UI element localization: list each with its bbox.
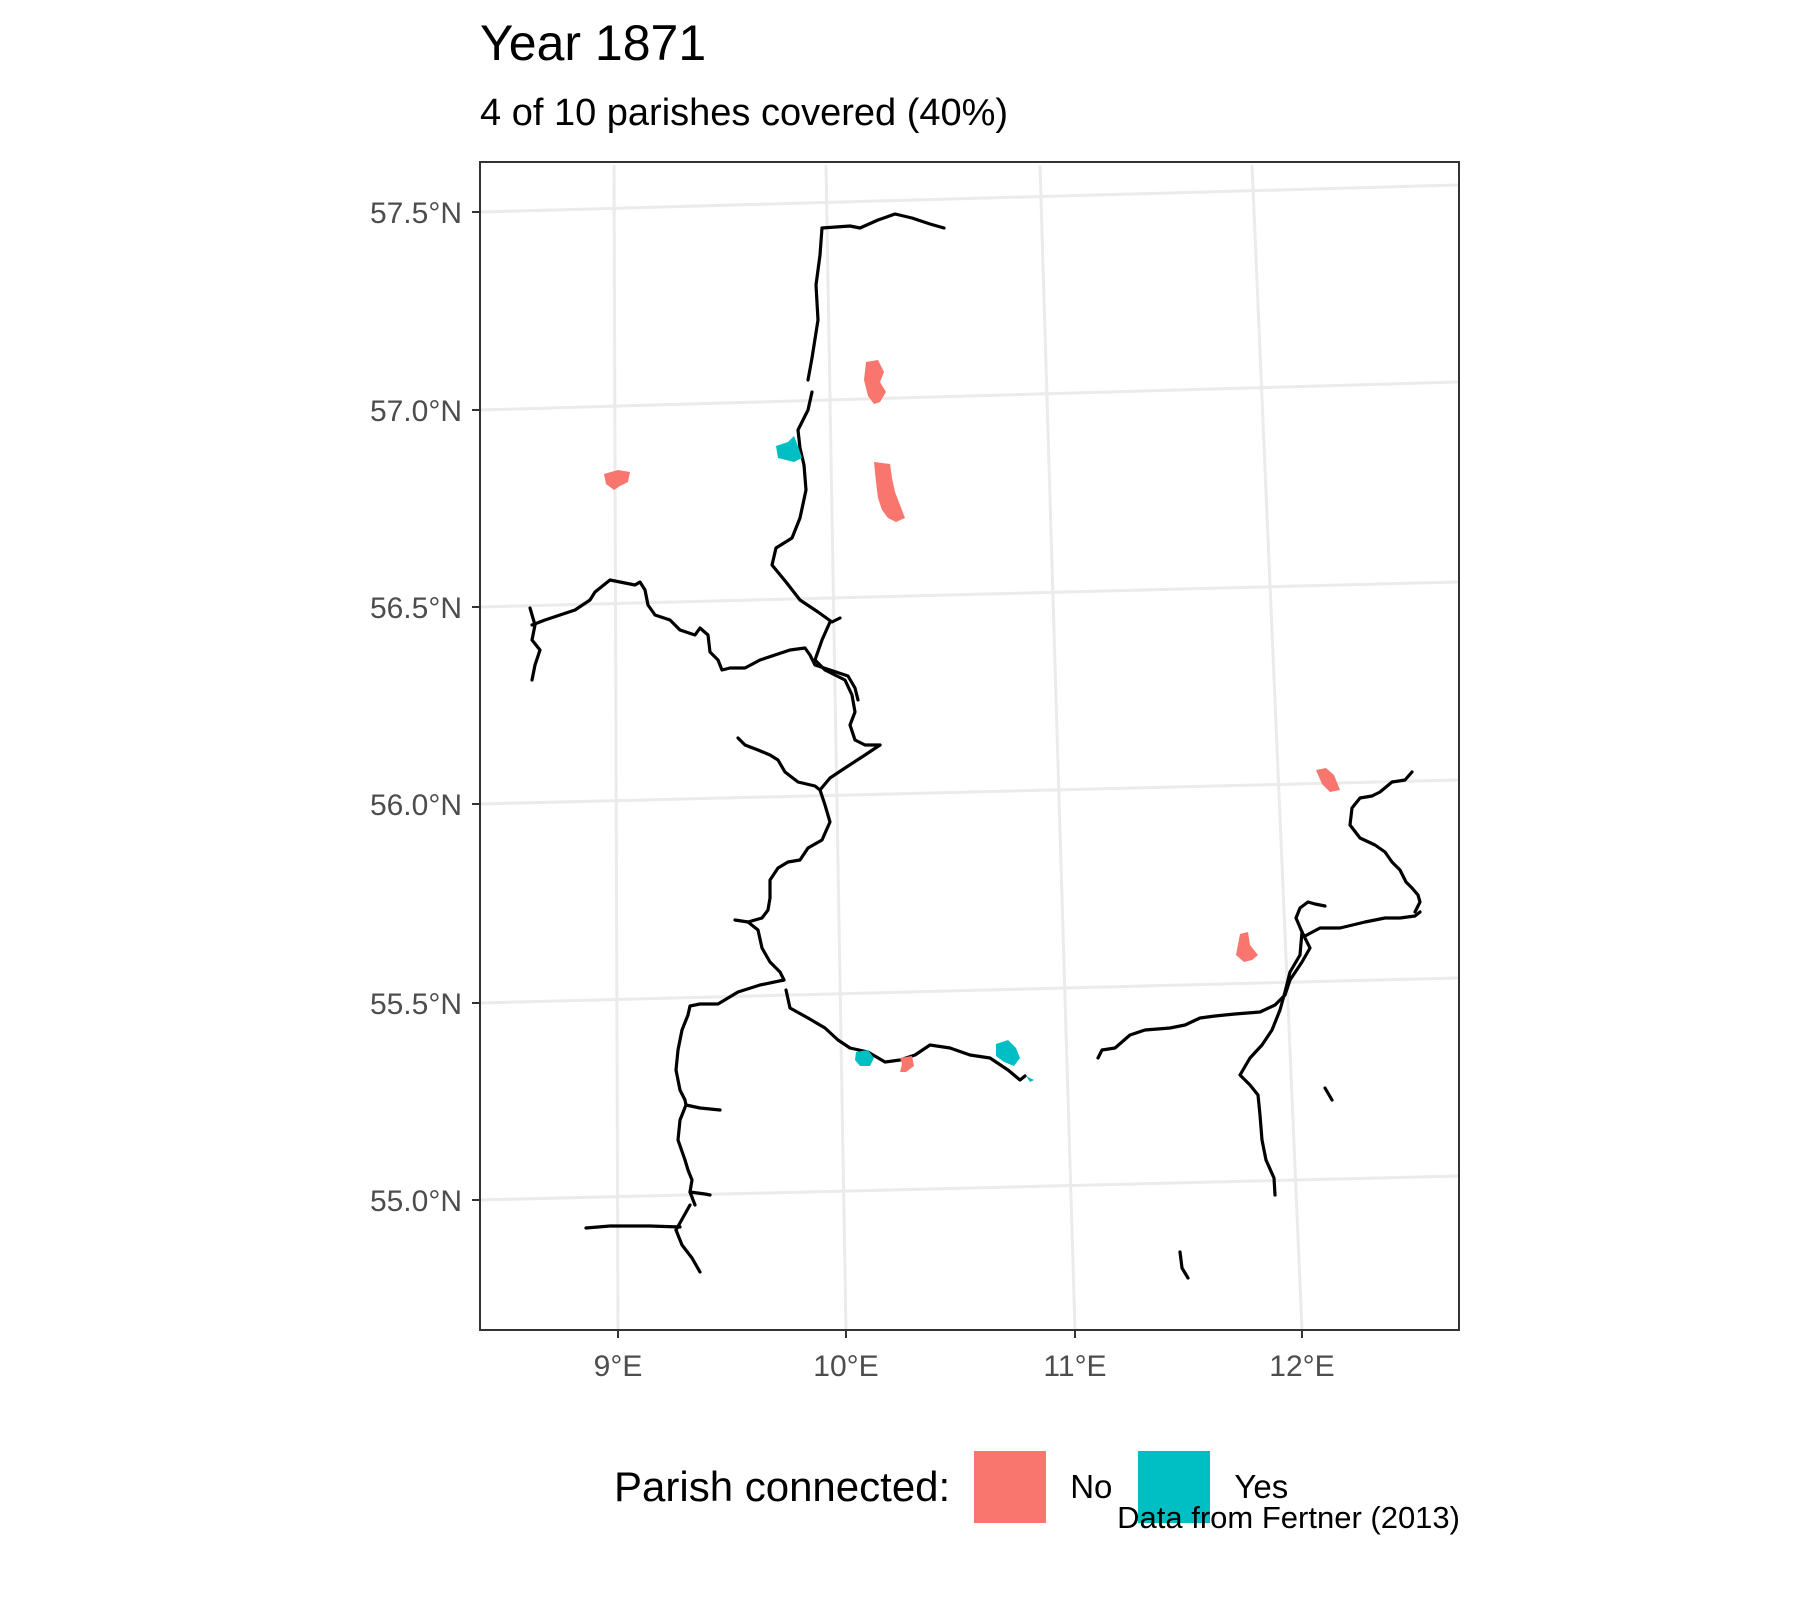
- railway-line: [1323, 1086, 1334, 1102]
- gridline-lon-10: [824, 164, 848, 1331]
- railway-line: [674, 1228, 702, 1274]
- parish-not-connected: [874, 462, 905, 522]
- gridline-lat-57-0: [479, 380, 1459, 412]
- map-title: Year 1871: [480, 15, 707, 71]
- railway-line: [736, 736, 882, 792]
- legend-label-no: No: [1070, 1468, 1113, 1505]
- railway-line: [688, 1190, 712, 1197]
- parish-not-connected: [1236, 932, 1258, 962]
- legend-key-no: [974, 1451, 1047, 1523]
- parish-connected: [996, 1040, 1020, 1066]
- lat-axis: 57.5°N 57.0°N 56.5°N 56.0°N 55.5°N 55.0°…: [370, 197, 480, 1218]
- railway-line: [1238, 930, 1304, 1197]
- parish-not-connected: [1316, 768, 1340, 792]
- map-subtitle: 4 of 10 parishes covered (40%): [480, 92, 1009, 134]
- railway-line: [1303, 910, 1422, 938]
- legend-title: Parish connected:: [614, 1463, 951, 1510]
- lon-label: 12°E: [1269, 1350, 1334, 1383]
- parish-connected: [776, 436, 802, 462]
- railway-line: [806, 212, 946, 382]
- gridline-lon-11: [1038, 164, 1077, 1331]
- gridline-lat-56-0: [479, 778, 1459, 806]
- lat-label: 55.0°N: [370, 1185, 462, 1218]
- railway-line: [674, 1203, 692, 1232]
- railway-line: [770, 390, 842, 624]
- parish-not-connected: [864, 360, 886, 404]
- lat-label: 57.0°N: [370, 395, 462, 428]
- lon-label: 10°E: [813, 1350, 878, 1383]
- gridline-lon-9: [612, 164, 620, 1331]
- railway-line: [584, 1224, 682, 1230]
- railway-line: [784, 988, 1027, 1082]
- legend-key-yes: [1138, 1451, 1211, 1523]
- lon-label: 11°E: [1043, 1350, 1106, 1383]
- railway-line: [1096, 900, 1327, 1060]
- parish-connected: [855, 1050, 874, 1066]
- caption: Data from Fertner (2013): [1117, 1500, 1460, 1535]
- gridline-lat-56-5: [479, 580, 1459, 609]
- gridline-lon-12: [1250, 164, 1304, 1331]
- railway-line: [530, 578, 860, 702]
- lat-label: 57.5°N: [370, 197, 462, 230]
- lat-label: 56.5°N: [370, 592, 462, 625]
- railway-line: [674, 978, 786, 1207]
- panel-border: [479, 161, 1460, 1331]
- railway-line: [684, 1103, 722, 1112]
- legend-label-yes: Yes: [1234, 1468, 1289, 1505]
- lat-label: 55.5°N: [370, 988, 462, 1021]
- railway-line: [746, 920, 786, 982]
- lon-axis: 9°E 10°E 11°E 12°E: [594, 1330, 1335, 1383]
- railway-line: [1178, 1250, 1190, 1280]
- gridline-lat-55-5: [479, 976, 1459, 1005]
- parish-not-connected: [900, 1056, 914, 1072]
- railway-network: [528, 212, 1422, 1280]
- railway-line: [528, 606, 542, 682]
- railway-line: [1348, 770, 1422, 914]
- parish-connected: [1026, 1076, 1034, 1082]
- legend: Parish connected: No Yes: [614, 1450, 1314, 1524]
- graticule: [479, 164, 1459, 1331]
- lat-label: 56.0°N: [370, 789, 462, 822]
- railway-line: [733, 788, 832, 924]
- parishes: [604, 360, 1340, 1082]
- gridline-lat-57-5: [479, 183, 1459, 214]
- parish-not-connected: [604, 470, 630, 490]
- gridline-lat-55-0: [479, 1174, 1459, 1202]
- railway-line: [813, 620, 882, 747]
- lon-label: 9°E: [594, 1350, 643, 1383]
